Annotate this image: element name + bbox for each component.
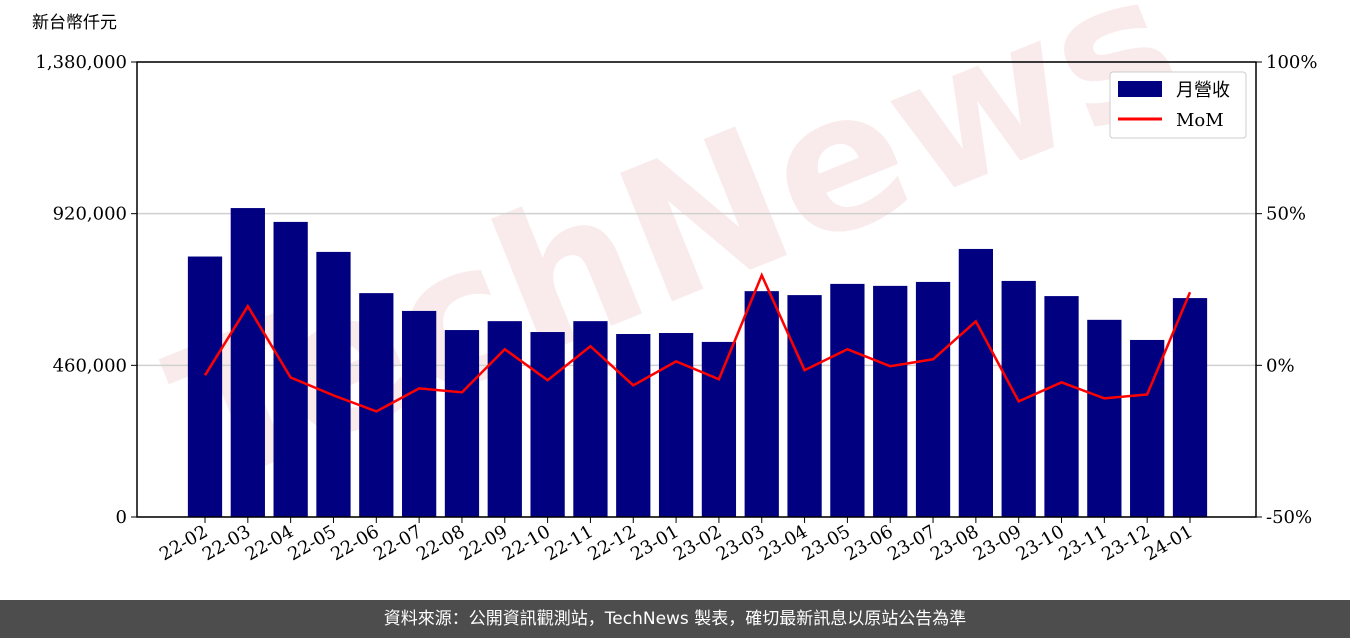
bar <box>444 330 480 517</box>
x-tick-label: 23-08 <box>927 521 982 565</box>
y-tick-label: 920,000 <box>53 204 127 225</box>
x-tick-label: 22-08 <box>413 521 468 565</box>
bar <box>230 208 265 518</box>
bar <box>487 321 522 517</box>
x-tick-label: 23-10 <box>1013 521 1068 565</box>
y2-tick-label: 50% <box>1266 204 1306 225</box>
x-tick-label: 22-05 <box>285 521 340 565</box>
legend-label: MoM <box>1176 110 1224 131</box>
y2-tick-label: 0% <box>1266 355 1295 376</box>
legend-swatch <box>1118 81 1162 97</box>
bar <box>1044 296 1079 517</box>
x-tick-label: 22-04 <box>242 521 297 565</box>
y-tick-label: 460,000 <box>53 355 127 376</box>
bar <box>273 221 308 517</box>
x-tick-label: 23-11 <box>1055 521 1110 565</box>
bar <box>958 248 993 517</box>
bar <box>830 283 865 517</box>
bar <box>616 334 651 517</box>
bar <box>658 333 694 517</box>
bar <box>787 295 822 517</box>
x-tick-label: 22-06 <box>327 521 382 565</box>
bar <box>1172 298 1208 517</box>
plot-frame <box>136 61 1257 518</box>
bar <box>744 291 779 517</box>
bar <box>915 281 951 517</box>
legend-label: 月營收 <box>1176 80 1230 101</box>
y2-tick-label: 100% <box>1266 52 1317 73</box>
x-tick-label: 22-12 <box>584 521 639 565</box>
bar <box>873 285 908 517</box>
x-tick-label: 23-06 <box>841 521 896 565</box>
bar <box>402 310 437 517</box>
bar <box>187 256 223 517</box>
x-tick-label: 23-03 <box>713 521 768 565</box>
bar <box>573 321 608 517</box>
x-tick-label: 22-10 <box>499 521 554 565</box>
bar <box>1087 319 1122 517</box>
y-tick-label: 0 <box>116 507 127 528</box>
x-tick-label: 22-07 <box>370 521 425 565</box>
bar <box>701 341 737 517</box>
x-tick-label: 22-09 <box>456 521 511 565</box>
x-tick-label: 24-01 <box>1141 521 1196 565</box>
x-tick-label: 23-09 <box>970 521 1025 565</box>
x-tick-label: 23-07 <box>884 521 939 565</box>
y-axis-label: 新台幣仟元 <box>32 13 117 33</box>
bar <box>530 332 565 517</box>
line <box>203 272 1192 413</box>
bar <box>316 251 351 518</box>
footer: 資料來源：公開資訊觀測站，TechNews 製表，確切最新訊息以原站公告為準 <box>0 600 1350 638</box>
x-tick-label: 23-02 <box>670 521 725 565</box>
x-tick-label: 22-11 <box>541 521 596 565</box>
x-tick-label: 23-12 <box>1098 521 1153 565</box>
chart: 新台幣仟元 TechNews 0460,000920,0001,380,000-… <box>32 0 1317 565</box>
x-tick-label: 23-05 <box>798 521 853 565</box>
x-tick-label: 23-04 <box>756 521 811 565</box>
y2-tick-label: -50% <box>1266 507 1312 528</box>
y-tick-label: 1,380,000 <box>35 52 127 73</box>
x-tick-label: 22-02 <box>156 521 211 565</box>
x-tick-label: 23-01 <box>627 521 682 565</box>
